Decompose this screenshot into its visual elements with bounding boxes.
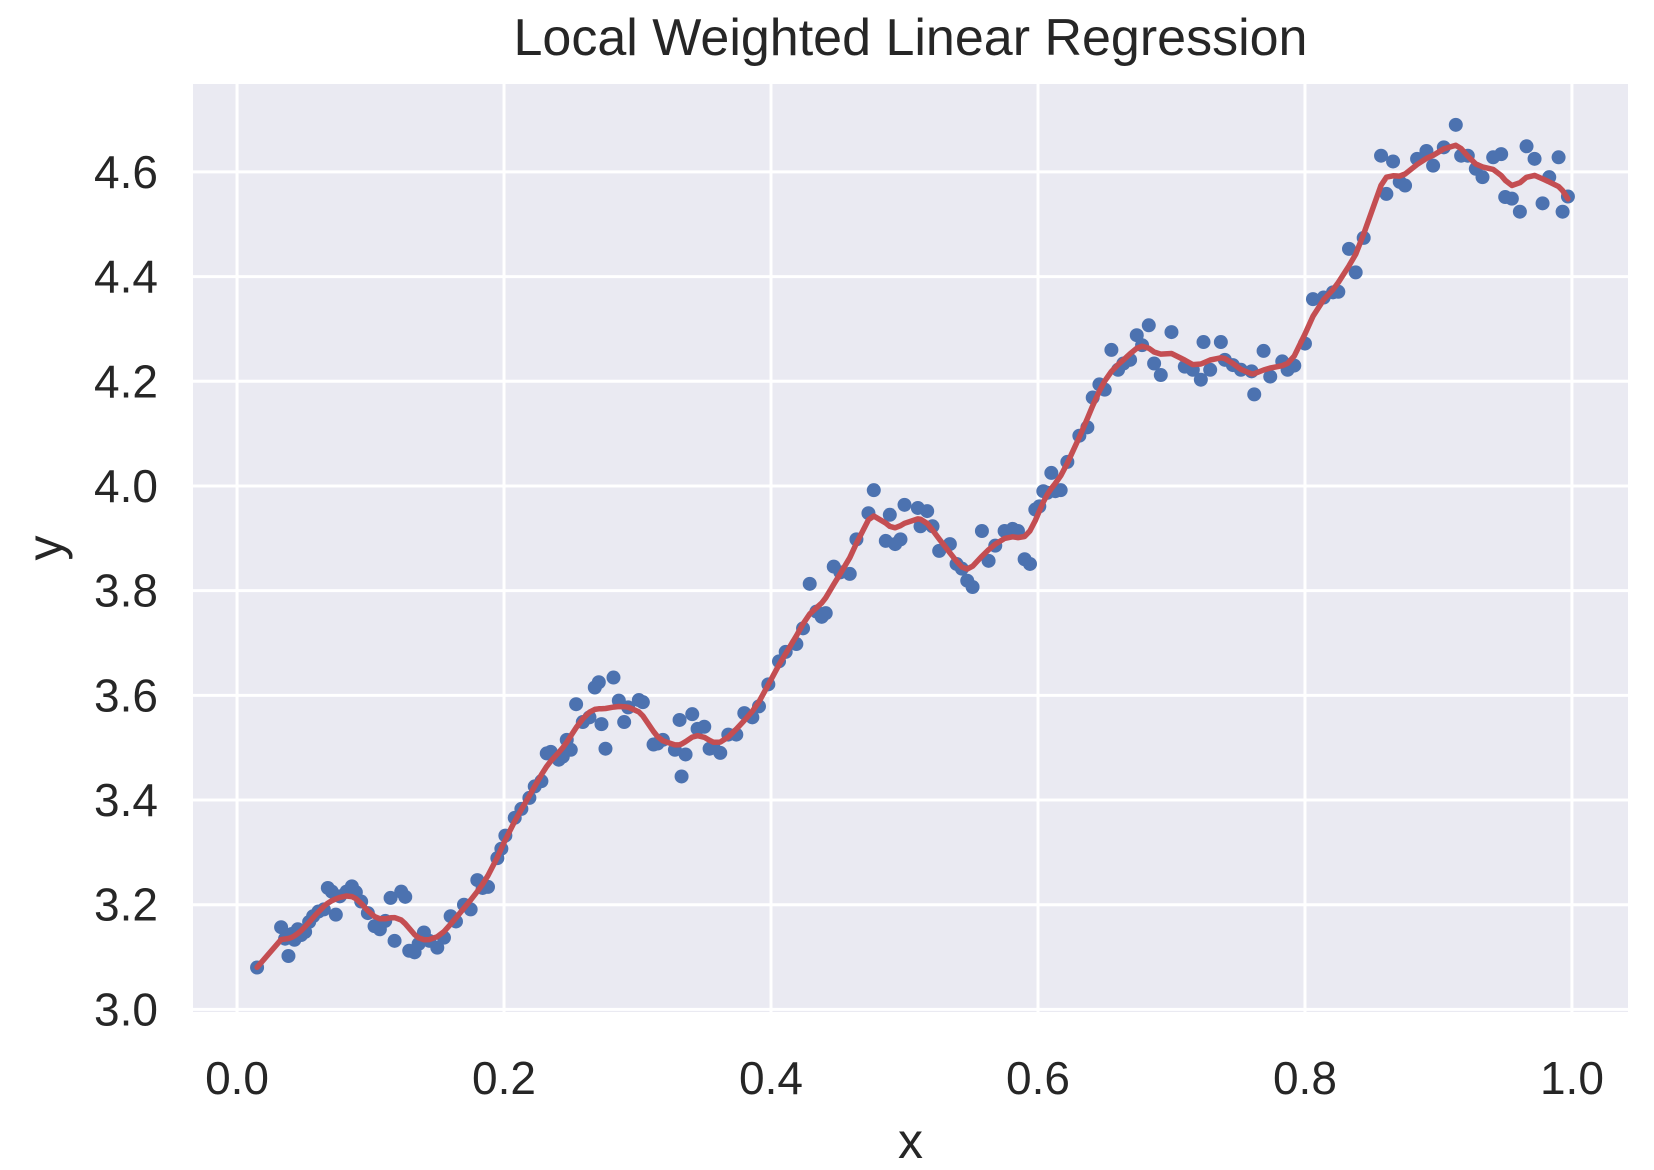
scatter-point <box>281 948 296 963</box>
scatter-point <box>882 507 897 522</box>
y-tick-label: 3.6 <box>94 669 158 721</box>
x-axis-label: x <box>898 1113 923 1169</box>
scatter-point <box>1053 483 1068 498</box>
plot-background <box>193 84 1628 1012</box>
scatter-point <box>1494 147 1509 162</box>
scatter-point <box>594 717 609 732</box>
chart-title: Local Weighted Linear Regression <box>513 9 1308 67</box>
fit-line <box>254 142 1571 971</box>
scatter-point <box>1153 368 1168 383</box>
y-tick-label: 4.2 <box>94 355 158 407</box>
scatter-point <box>1535 196 1550 211</box>
scatter-point <box>1196 335 1211 350</box>
scatter-point <box>965 579 980 594</box>
scatter-point <box>842 566 857 581</box>
scatter-point <box>893 532 908 547</box>
scatter-point <box>678 747 693 762</box>
scatter-point <box>818 606 833 621</box>
scatter-point <box>1386 154 1401 169</box>
scatter-point <box>1305 292 1320 307</box>
scatter-point <box>430 940 445 955</box>
x-tick-label: 0.8 <box>1273 1052 1337 1104</box>
y-tick-label: 3.4 <box>94 774 158 826</box>
scatter-point <box>897 497 912 512</box>
y-tick-label: 3.8 <box>94 565 158 617</box>
scatter-point <box>1147 356 1162 371</box>
x-tick-label: 0.0 <box>205 1052 269 1104</box>
scatter-point <box>598 741 613 756</box>
y-tick-label: 3.2 <box>94 879 158 931</box>
scatter-point <box>1475 170 1490 185</box>
scatter-point <box>398 889 413 904</box>
scatter-point <box>920 504 935 519</box>
scatter-point <box>685 707 700 722</box>
scatter-point <box>328 907 343 922</box>
scatter-point <box>1426 158 1441 173</box>
scatter-point <box>672 712 687 727</box>
scatter-point <box>563 742 578 757</box>
scatter-point <box>1044 465 1059 480</box>
scatter-point <box>713 745 728 760</box>
y-tick-label: 4.4 <box>94 251 158 303</box>
scatter-point <box>1256 343 1271 358</box>
scatter-point <box>1193 372 1208 387</box>
scatter-point <box>1374 148 1389 163</box>
scatter-point <box>383 890 398 905</box>
x-tick-label: 0.4 <box>739 1052 803 1104</box>
y-tick-label: 4.6 <box>94 146 158 198</box>
scatter-point <box>1348 265 1363 280</box>
y-tick-label: 4.0 <box>94 460 158 512</box>
scatter-point <box>274 920 289 935</box>
scatter-point <box>387 933 402 948</box>
x-tick-label: 1.0 <box>1540 1052 1604 1104</box>
scatter-point <box>606 670 621 685</box>
scatter-point <box>1164 325 1179 340</box>
scatter-point <box>1512 204 1527 219</box>
x-tick-label: 0.6 <box>1006 1052 1070 1104</box>
scatter-point <box>1247 387 1262 402</box>
scatter-point <box>1263 369 1278 384</box>
scatter-point <box>1398 178 1413 193</box>
scatter-point <box>1203 362 1218 377</box>
scatter-point <box>697 719 712 734</box>
scatter-point <box>1213 335 1228 350</box>
scatter-point <box>1379 186 1394 201</box>
scatter-point <box>974 523 989 538</box>
scatter-point <box>1527 151 1542 166</box>
scatter-point <box>569 697 584 712</box>
scatter-point <box>866 483 881 498</box>
scatter-point <box>617 715 632 730</box>
x-tick-label: 0.2 <box>472 1052 536 1104</box>
scatter-point <box>1551 150 1566 165</box>
scatter-point <box>1504 191 1519 206</box>
scatter-point <box>591 675 606 690</box>
scatter-point <box>1555 204 1570 219</box>
scatter-point <box>1104 342 1119 357</box>
scatter-point <box>802 576 817 591</box>
scatter-point <box>635 695 650 710</box>
scatter-point <box>1342 241 1357 256</box>
scatter-point <box>981 553 996 568</box>
scatter-point <box>674 769 689 784</box>
scatter-point <box>1141 318 1156 333</box>
y-tick-label: 3.0 <box>94 983 158 1035</box>
scatter-point <box>1448 117 1463 132</box>
scatter-point <box>1022 556 1037 571</box>
scatter-point <box>1519 139 1534 154</box>
